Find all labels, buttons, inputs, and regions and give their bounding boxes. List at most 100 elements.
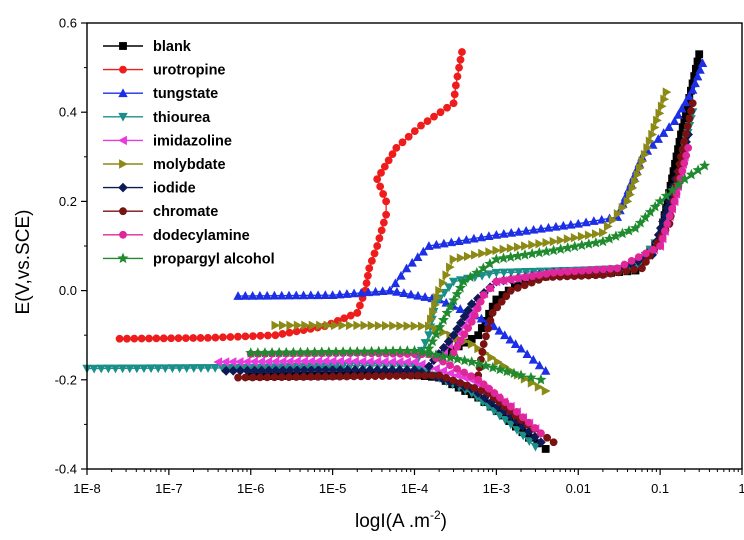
data-point: [643, 143, 653, 153]
data-point: [370, 286, 381, 296]
data-point: [668, 204, 677, 213]
data-point: [285, 373, 293, 381]
y-tick-label: 0.6: [59, 16, 77, 31]
data-point: [449, 99, 458, 108]
x-tick-label: 1: [738, 481, 744, 496]
data-point: [167, 334, 176, 343]
data-point: [492, 277, 501, 286]
data-point: [493, 303, 502, 312]
data-point: [431, 239, 442, 249]
legend-marker: [117, 252, 129, 264]
data-point: [413, 252, 423, 262]
data-point: [484, 270, 494, 280]
x-axis-title-end: ): [441, 511, 447, 532]
y-axis-title: E(V,vs.SCE): [13, 210, 34, 315]
data-point: [424, 331, 434, 341]
data-point: [653, 134, 663, 143]
data-point: [382, 197, 391, 206]
data-point: [467, 339, 477, 349]
data-point: [542, 269, 551, 278]
data-point: [181, 334, 190, 342]
data-point: [649, 245, 657, 254]
data-point: [375, 234, 384, 243]
data-point: [159, 334, 168, 343]
data-point: [635, 163, 645, 173]
y-tick-label: 0.2: [59, 194, 77, 209]
data-point: [427, 314, 436, 324]
data-point: [420, 292, 430, 301]
data-point: [256, 331, 265, 340]
data-point: [490, 389, 499, 398]
data-point: [485, 247, 495, 257]
data-point: [385, 372, 394, 380]
legend-item: blank: [103, 39, 192, 55]
data-point: [638, 264, 646, 273]
data-point: [692, 71, 703, 81]
data-point: [389, 321, 398, 331]
data-point: [146, 364, 156, 374]
data-point: [435, 371, 444, 380]
data-point: [535, 374, 547, 385]
data-point: [584, 230, 594, 240]
data-point: [467, 317, 476, 326]
y-tick-label: -0.4: [55, 462, 77, 477]
data-point: [130, 334, 139, 343]
data-point: [634, 253, 643, 262]
data-point: [641, 258, 650, 266]
data-point: [506, 243, 516, 253]
data-point: [458, 48, 466, 56]
data-point: [181, 364, 192, 373]
data-point: [255, 290, 265, 300]
data-point: [335, 372, 344, 381]
data-point: [117, 364, 128, 374]
legend: blank urotropine tungstate thiourea imidazol…: [103, 39, 275, 267]
legend-marker: [118, 135, 127, 146]
data-point: [385, 285, 395, 295]
data-point: [301, 320, 311, 331]
data-point: [449, 376, 458, 385]
legend-label: chromate: [153, 204, 218, 220]
data-point: [263, 373, 272, 382]
data-point: [367, 256, 376, 265]
data-point: [425, 321, 434, 331]
data-point: [497, 297, 506, 306]
data-point: [685, 114, 694, 123]
data-point: [549, 236, 559, 247]
data-point: [639, 211, 651, 223]
data-point: [577, 231, 587, 242]
data-point: [474, 331, 483, 340]
data-point: [174, 364, 185, 373]
data-point: [345, 320, 355, 331]
data-point: [508, 367, 520, 379]
data-point: [506, 402, 515, 411]
data-point: [581, 217, 591, 227]
legend-marker: [118, 182, 128, 193]
data-point: [661, 227, 669, 236]
data-point: [377, 286, 388, 296]
legend-label: propargyl alcohol: [153, 251, 275, 267]
data-point: [445, 368, 455, 378]
data-point: [527, 378, 537, 388]
data-point: [501, 365, 513, 377]
data-point: [528, 354, 539, 364]
data-point: [491, 268, 502, 278]
data-point: [463, 381, 472, 390]
data-point: [349, 288, 359, 298]
data-point: [436, 108, 445, 117]
data-point: [416, 359, 426, 369]
data-point: [278, 320, 288, 331]
data-point: [444, 283, 454, 293]
data-point: [204, 333, 212, 342]
data-point: [152, 334, 161, 343]
data-point: [620, 260, 629, 269]
legend-label: imidazoline: [153, 133, 232, 149]
data-point: [454, 282, 466, 293]
x-axis-title-main: logI(A .m: [355, 511, 430, 532]
data-point: [370, 249, 379, 258]
data-point: [430, 349, 442, 360]
data-point: [434, 321, 446, 332]
data-point: [663, 219, 672, 228]
data-point: [353, 308, 362, 317]
data-point: [456, 55, 465, 64]
